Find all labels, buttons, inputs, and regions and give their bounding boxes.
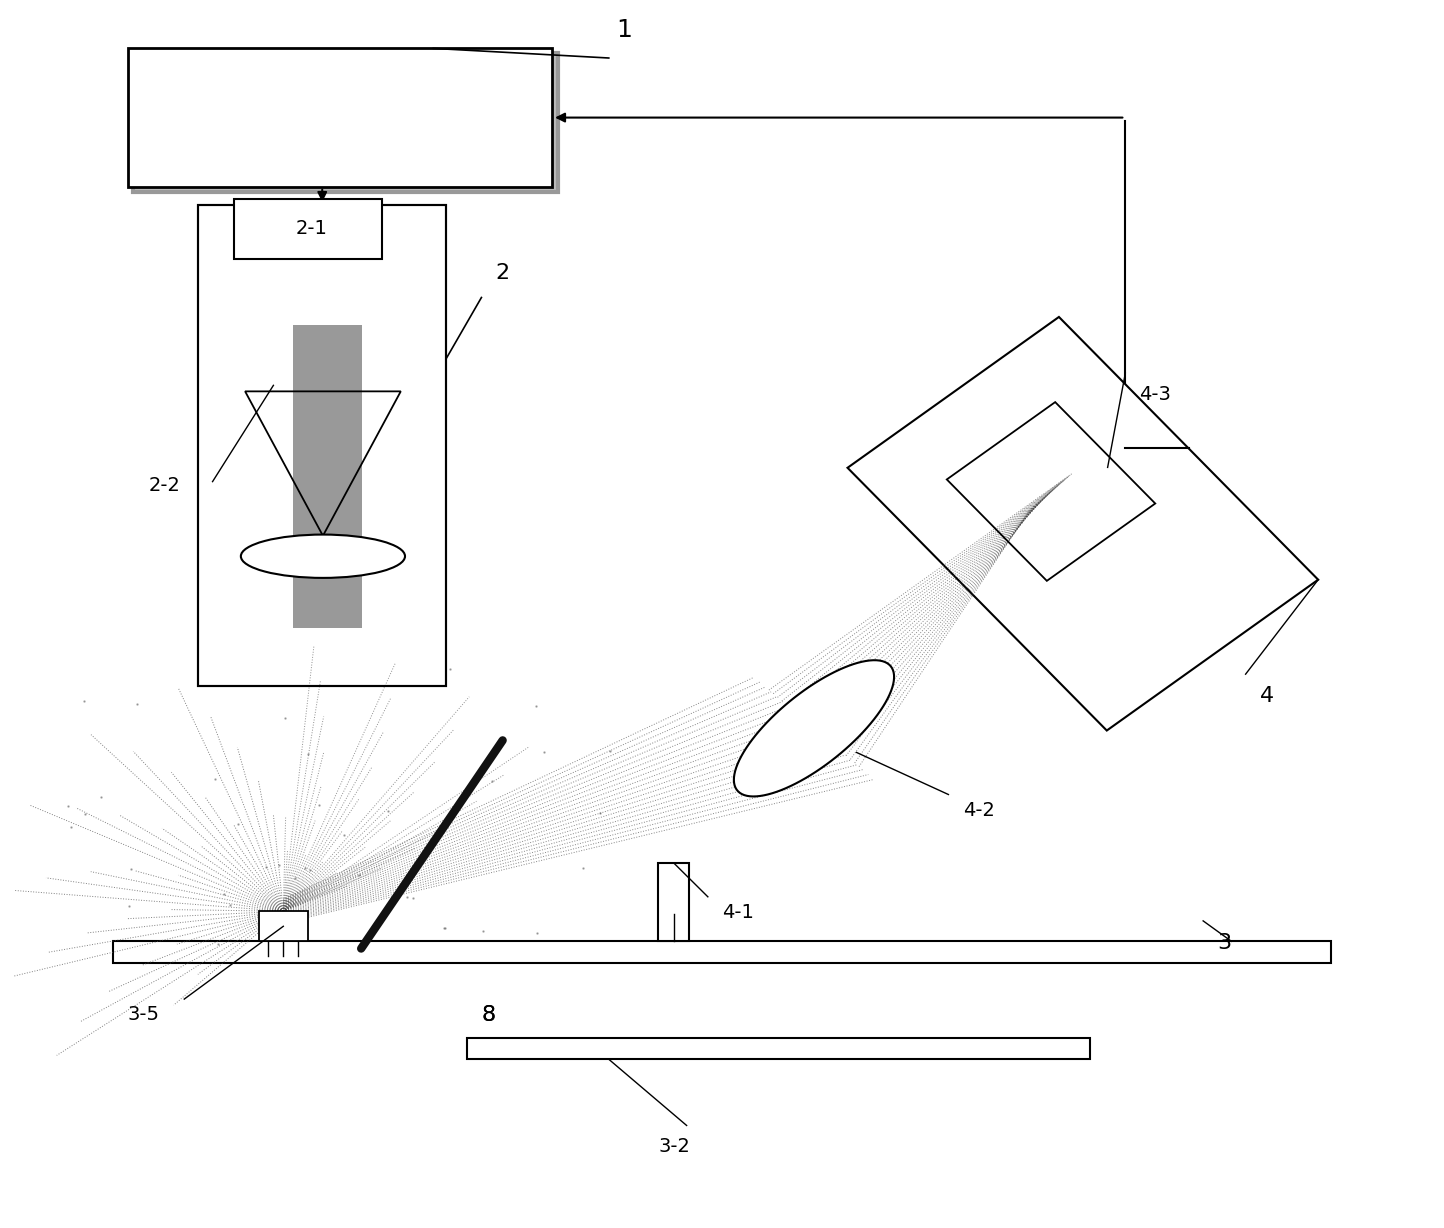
Bar	[339, 325, 341, 629]
Bar	[305, 325, 306, 629]
Text: 8: 8	[481, 1005, 495, 1025]
Bar	[322, 325, 325, 629]
Bar	[348, 325, 351, 629]
Bar	[352, 325, 355, 629]
Polygon shape	[734, 661, 894, 797]
Bar	[198, 205, 446, 686]
Bar	[302, 325, 305, 629]
Text: 3-2: 3-2	[658, 1137, 690, 1157]
Bar	[336, 325, 339, 629]
Text: 4-3: 4-3	[1139, 386, 1171, 404]
Bar	[355, 325, 357, 629]
Bar	[306, 325, 309, 629]
Bar	[309, 325, 310, 629]
Bar	[344, 325, 345, 629]
Bar	[341, 325, 344, 629]
Bar	[313, 325, 316, 629]
Text: 2-2: 2-2	[149, 475, 180, 495]
Bar	[351, 325, 352, 629]
Text: 8: 8	[481, 1005, 495, 1025]
Bar	[234, 199, 383, 259]
Bar	[325, 325, 328, 629]
Bar	[299, 325, 302, 629]
Bar	[310, 325, 313, 629]
Bar	[345, 325, 348, 629]
Bar	[316, 325, 318, 629]
Bar	[360, 325, 362, 629]
Text: 4-2: 4-2	[963, 801, 995, 819]
Bar	[297, 325, 299, 629]
Bar	[332, 325, 334, 629]
Bar	[114, 942, 1330, 963]
Bar	[127, 48, 552, 187]
Bar	[321, 325, 322, 629]
Bar	[658, 863, 689, 942]
Bar	[258, 911, 308, 942]
Bar	[198, 205, 446, 686]
Bar	[293, 325, 362, 629]
Ellipse shape	[241, 534, 404, 578]
Bar	[328, 325, 329, 629]
Bar	[295, 325, 297, 629]
Text: 3-5: 3-5	[127, 1005, 160, 1024]
Text: 4: 4	[1259, 686, 1274, 706]
Bar	[133, 53, 557, 192]
Text: 2-1: 2-1	[296, 220, 328, 238]
Bar	[357, 325, 360, 629]
Text: 1: 1	[615, 18, 631, 42]
Bar	[329, 325, 332, 629]
Bar	[293, 325, 295, 629]
Polygon shape	[848, 317, 1318, 731]
Text: 4-1: 4-1	[722, 903, 754, 922]
Bar	[468, 1038, 1090, 1060]
Text: 2: 2	[495, 263, 510, 282]
Text: 3: 3	[1217, 933, 1232, 953]
Bar	[334, 325, 336, 629]
Bar	[318, 325, 321, 629]
